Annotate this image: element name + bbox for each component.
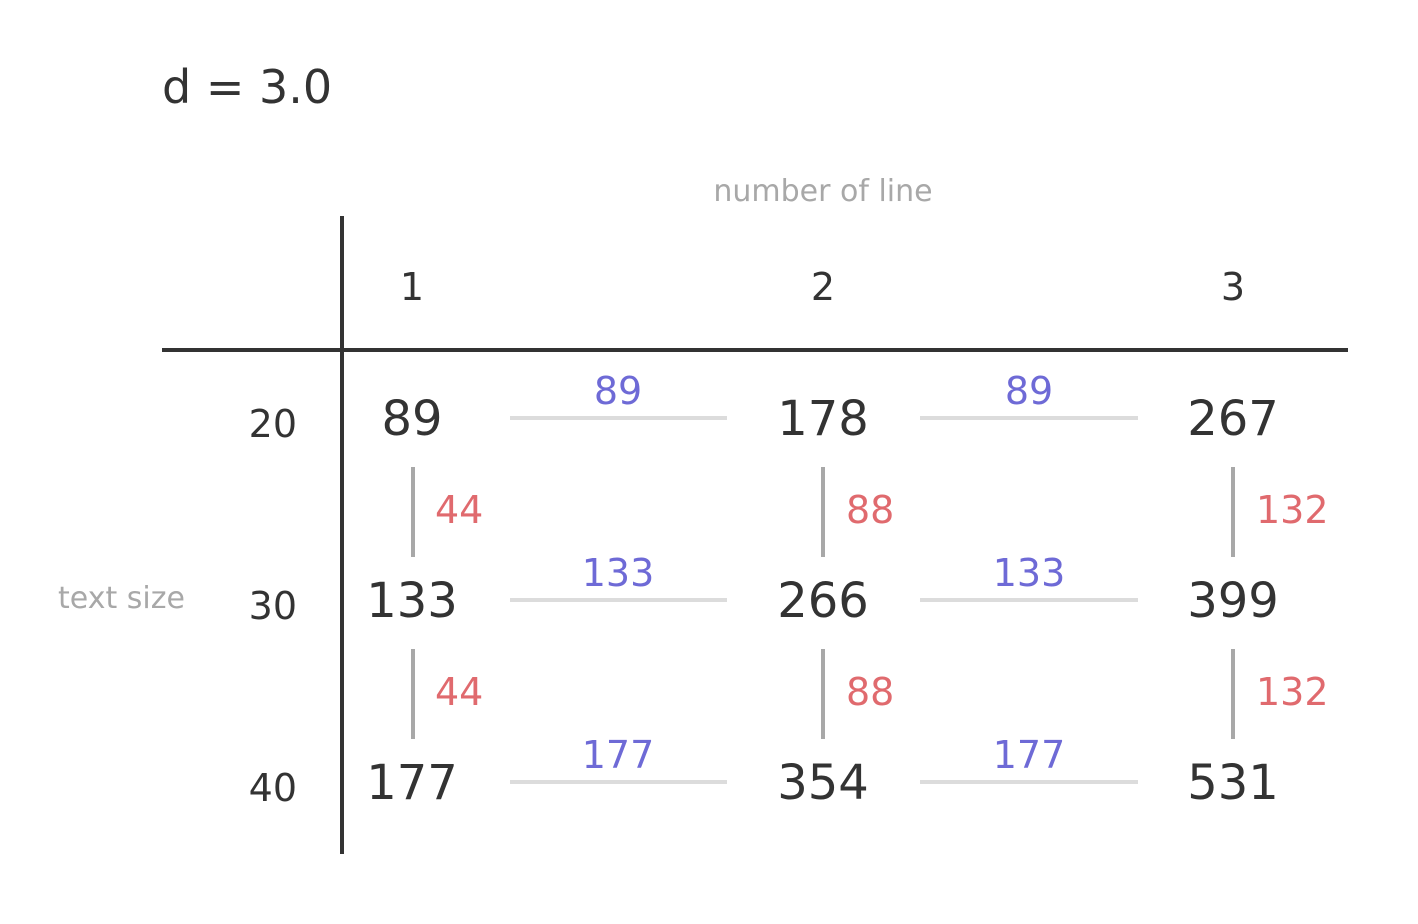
col-1-diff-a: 44 <box>435 488 484 532</box>
diagram-title: d = 3.0 <box>162 60 333 114</box>
row-1-diff-a: 89 <box>593 369 643 413</box>
col-3-connector-a <box>1231 467 1235 557</box>
col-1-connector-a <box>411 467 415 557</box>
cell-r2-c1: 133 <box>366 573 458 629</box>
cell-r3-c1: 177 <box>366 755 458 811</box>
vertical-axis-line <box>340 216 344 854</box>
row-2-connector-a <box>510 598 727 602</box>
cell-r2-c3: 399 <box>1187 573 1279 629</box>
cell-r1-c2: 178 <box>777 391 869 447</box>
horizontal-axis-line <box>162 348 1348 352</box>
row-3-diff-b: 177 <box>992 733 1066 777</box>
row-1-diff-b: 89 <box>1004 369 1054 413</box>
x-axis-label: number of line <box>713 174 933 209</box>
row-header-40: 40 <box>248 766 297 810</box>
cell-r1-c1: 89 <box>381 391 443 447</box>
row-3-diff-a: 177 <box>581 733 655 777</box>
row-header-30: 30 <box>248 584 297 628</box>
row-3-connector-a <box>510 780 727 784</box>
col-1-diff-b: 44 <box>435 670 484 714</box>
row-2-connector-b <box>920 598 1138 602</box>
cell-r3-c3: 531 <box>1187 755 1279 811</box>
cell-r1-c3: 267 <box>1187 391 1279 447</box>
cell-r3-c2: 354 <box>777 755 869 811</box>
col-2-diff-b: 88 <box>846 670 895 714</box>
col-3-diff-a: 132 <box>1256 488 1329 532</box>
row-3-connector-b <box>920 780 1138 784</box>
row-1-connector-b <box>920 416 1138 420</box>
col-1-connector-b <box>411 649 415 739</box>
column-header-1: 1 <box>399 265 425 309</box>
col-3-diff-b: 132 <box>1256 670 1329 714</box>
y-axis-label: text size <box>58 581 185 616</box>
col-2-diff-a: 88 <box>846 488 895 532</box>
row-2-diff-b: 133 <box>992 551 1066 595</box>
cell-r2-c2: 266 <box>777 573 869 629</box>
row-header-20: 20 <box>248 402 297 446</box>
row-2-diff-a: 133 <box>581 551 655 595</box>
row-1-connector-a <box>510 416 727 420</box>
col-2-connector-a <box>821 467 825 557</box>
column-header-3: 3 <box>1220 265 1246 309</box>
col-3-connector-b <box>1231 649 1235 739</box>
column-header-2: 2 <box>810 265 836 309</box>
col-2-connector-b <box>821 649 825 739</box>
